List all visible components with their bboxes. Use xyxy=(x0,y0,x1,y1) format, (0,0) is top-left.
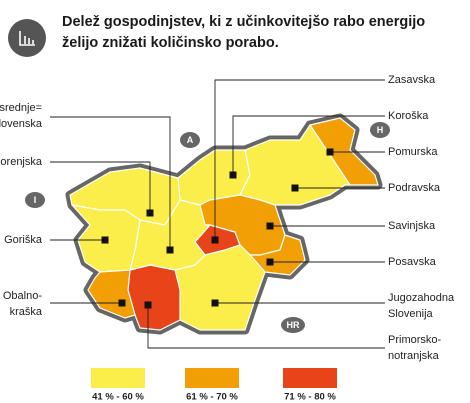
leader-line xyxy=(147,305,385,349)
region-label: slovenska xyxy=(0,118,43,130)
region-dot xyxy=(291,184,299,192)
icon xyxy=(8,19,46,57)
region-label: kraška xyxy=(10,306,43,318)
labels: Zasavska Koroška Pomurska Podravska Savinjsk… xyxy=(0,74,455,403)
leader-line xyxy=(214,79,385,240)
country-badge xyxy=(370,122,390,138)
legend-label: 41 % - 60 % xyxy=(92,392,144,403)
region-label: Koroška xyxy=(388,110,429,122)
region-label: Pomurska xyxy=(388,146,438,158)
country-label: HR xyxy=(287,320,300,330)
region-label: Jugozahodna xyxy=(388,292,455,304)
country-badge xyxy=(180,132,200,148)
leader-line xyxy=(232,115,385,175)
region-label: Savinjska xyxy=(388,220,436,232)
region-dot xyxy=(166,246,174,254)
region-label: Zasavska xyxy=(388,74,436,86)
region-dot xyxy=(146,209,154,217)
leader-line xyxy=(50,116,171,250)
region-dot xyxy=(229,171,237,179)
region-dot xyxy=(118,299,126,307)
legend-swatch xyxy=(91,368,145,388)
country-label: H xyxy=(377,125,384,135)
region-label: Posavska xyxy=(388,256,437,268)
country-badge xyxy=(281,317,305,333)
region-label: Primorsko- xyxy=(388,334,442,346)
region-label: Goriška xyxy=(4,234,43,246)
region-dot xyxy=(101,236,109,244)
legend-label: 61 % - 70 % xyxy=(186,392,238,403)
legend-swatch xyxy=(283,368,337,388)
region-dot xyxy=(326,148,334,156)
icon-glyph xyxy=(19,31,35,46)
region-label: Osrednje= xyxy=(0,102,42,114)
region-dot xyxy=(266,222,274,230)
region-dot xyxy=(266,258,274,266)
region-dot xyxy=(144,301,152,309)
title-line: Delež gospodinjstev, ki z učinkovitejšo … xyxy=(62,14,425,30)
country-label: I xyxy=(34,195,37,205)
region-label: Slovenija xyxy=(388,308,434,320)
legend-swatch xyxy=(185,368,239,388)
leader-line xyxy=(50,161,151,213)
region-dot xyxy=(211,299,219,307)
title-line: želijo znižati količinsko porabo. xyxy=(62,35,279,51)
legend-label: 71 % - 80 % xyxy=(284,392,336,403)
country-badge xyxy=(25,192,45,208)
region-label: Gorenjska xyxy=(0,156,43,168)
region-label: notranjska xyxy=(388,350,440,362)
region-dot xyxy=(211,236,219,244)
region-label: Obalno- xyxy=(3,290,42,302)
country-label: A xyxy=(187,135,194,145)
region-label: Podravska xyxy=(388,182,441,194)
region xyxy=(87,269,136,319)
